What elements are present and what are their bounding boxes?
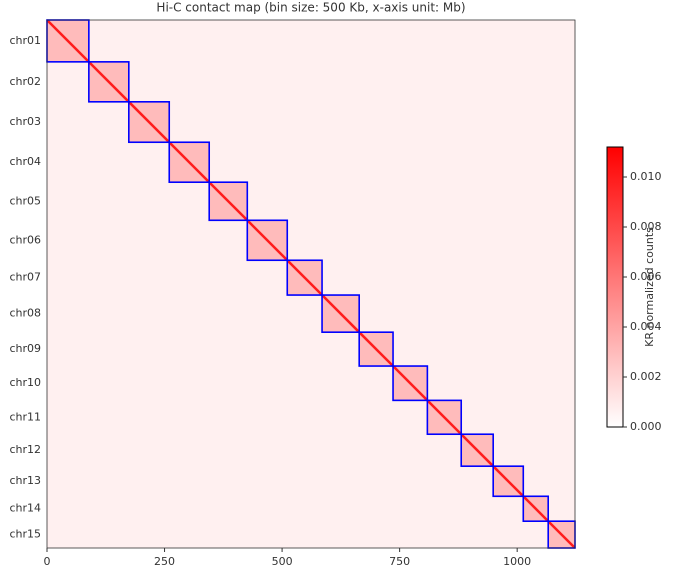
chromosome-box — [88, 61, 130, 103]
x-tick-label: 0 — [44, 555, 51, 568]
y-tick-label: chr15 — [9, 528, 41, 541]
y-tick-label: chr01 — [9, 34, 41, 47]
diagonal — [492, 465, 525, 498]
chromosome-box — [358, 331, 394, 367]
y-tick-label: chr08 — [9, 307, 41, 320]
chromosome-box — [321, 294, 360, 333]
colorbar-tick-label: 0.000 — [630, 420, 662, 433]
chromosome-box — [460, 433, 494, 467]
colorbar-tick-label: 0.008 — [630, 220, 662, 233]
diagonal — [547, 520, 576, 549]
diagonal — [392, 365, 429, 402]
plot-frame — [46, 19, 576, 549]
y-tick-label: chr11 — [9, 410, 41, 423]
diagonal — [246, 219, 289, 262]
y-tick-label: chr13 — [9, 474, 41, 487]
colorbar-tick-label: 0.002 — [630, 370, 662, 383]
colorbar-label: KR normalized counts — [643, 227, 656, 347]
chromosome-box — [208, 181, 249, 222]
y-tick-label: chr12 — [9, 443, 41, 456]
diagonal — [46, 19, 90, 63]
y-tick-label: chr09 — [9, 342, 41, 355]
diagonal — [286, 259, 323, 296]
diagonal — [87, 60, 130, 103]
y-tick-label: chr07 — [9, 271, 41, 284]
diagonal — [321, 294, 361, 334]
y-tick-label: chr05 — [9, 194, 41, 207]
x-tick-label: 500 — [272, 555, 293, 568]
colorbar-tick-label: 0.006 — [630, 270, 662, 283]
chromosome-box — [168, 141, 211, 184]
chromosome-box — [522, 495, 550, 523]
colorbar-tick-label: 0.004 — [630, 320, 662, 333]
y-tick-label: chr03 — [9, 115, 41, 128]
chromosome-box — [426, 399, 463, 436]
x-tick-label: 750 — [389, 555, 410, 568]
chart-title: Hi-C contact map (bin size: 500 Kb, x-ax… — [156, 1, 465, 15]
y-tick-label: chr14 — [9, 502, 41, 515]
diagonal — [127, 100, 171, 144]
y-tick-label: chr06 — [9, 233, 41, 246]
chromosome-box — [128, 101, 171, 144]
chromosome-box — [492, 465, 525, 498]
diagonal — [168, 141, 211, 184]
diagonal — [522, 495, 550, 523]
diagonal — [460, 433, 495, 468]
colorbar — [606, 146, 624, 428]
diagonal — [426, 399, 463, 436]
y-tick-label: chr10 — [9, 376, 41, 389]
chromosome-box — [286, 259, 323, 296]
diagonal — [208, 181, 249, 222]
diagonal — [358, 331, 394, 367]
chromosome-box — [392, 365, 429, 402]
chromosome-box — [246, 219, 289, 262]
y-tick-label: chr02 — [9, 75, 41, 88]
y-tick-label: chr04 — [9, 155, 41, 168]
colorbar-tick-label: 0.010 — [630, 170, 662, 183]
x-tick-label: 1000 — [503, 555, 531, 568]
x-tick-label: 250 — [154, 555, 175, 568]
